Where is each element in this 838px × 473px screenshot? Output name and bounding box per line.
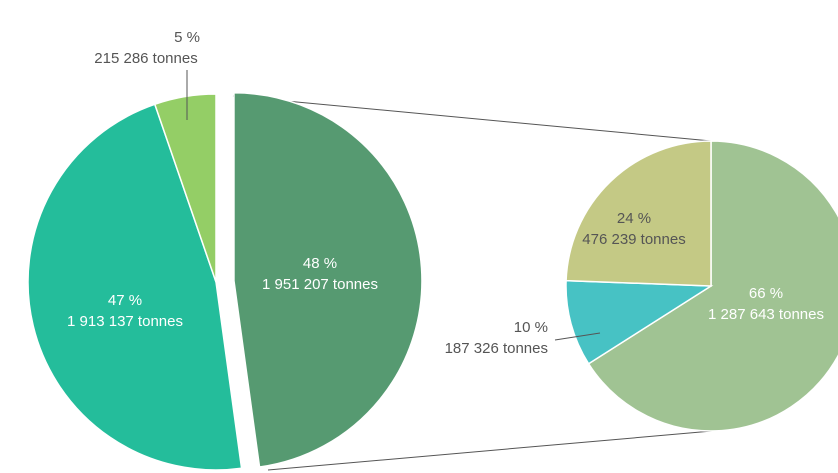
slice-48-percent-label: 48 %: [303, 255, 337, 272]
secondary-pie-slice-66: [587, 140, 838, 432]
slice-10-value-label: 187 326 tonnes: [445, 340, 548, 357]
slice-24-percent-label: 24 %: [617, 210, 651, 227]
slice-47-value-label: 1 913 137 tonnes: [67, 313, 183, 330]
connector-line-bottom: [267, 428, 736, 471]
slice-5-percent-label: 5 %: [174, 29, 200, 46]
connector-line-top: [232, 95, 723, 143]
slice-10-percent-label: 10 %: [514, 319, 548, 336]
main-pie-slice-48: [233, 92, 423, 468]
slice-5-value-label: 215 286 tonnes: [94, 50, 197, 67]
main-pie-slice-47: [27, 103, 243, 471]
slice-24-value-label: 476 239 tonnes: [582, 231, 685, 248]
slice-48-value-label: 1 951 207 tonnes: [262, 276, 378, 293]
leader-line-10: [554, 332, 601, 341]
slice-47-percent-label: 47 %: [108, 292, 142, 309]
main-pie-slice-5: [153, 93, 217, 283]
slice-66-value-label: 1 287 643 tonnes: [708, 306, 824, 323]
slice-66-percent-label: 66 %: [749, 285, 783, 302]
secondary-pie-slice-24: [565, 140, 712, 287]
secondary-pie-slice-10: [565, 279, 714, 365]
